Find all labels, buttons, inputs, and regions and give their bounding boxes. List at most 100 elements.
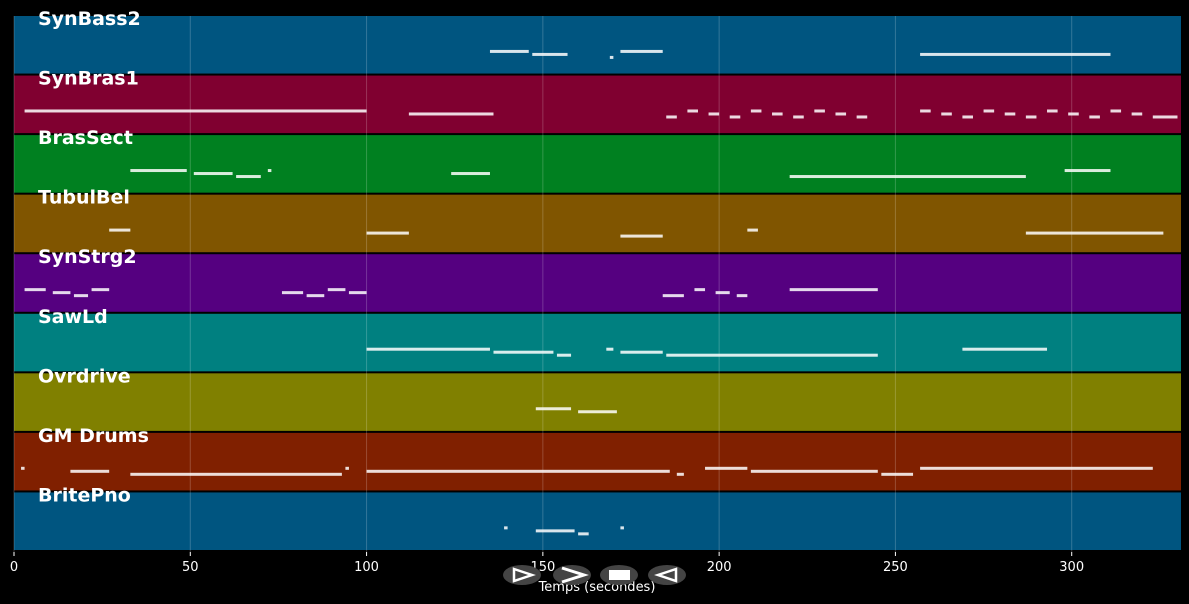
note-segment	[708, 112, 720, 116]
note-segment	[920, 52, 1111, 56]
play-button[interactable]	[503, 565, 541, 585]
note-segment	[750, 109, 762, 113]
note-segment	[962, 115, 973, 119]
note-segment	[609, 55, 614, 59]
track-background	[14, 194, 1181, 253]
note-segment	[920, 466, 1153, 470]
x-tick-label: 0	[10, 560, 18, 575]
note-segment	[694, 288, 706, 292]
x-tick-label: 50	[182, 560, 199, 575]
note-segment	[620, 49, 663, 53]
note-segment	[52, 291, 71, 295]
note-segment	[504, 526, 508, 530]
note-segment	[130, 169, 187, 173]
note-segment	[1004, 112, 1016, 116]
track-label: SynStrg2	[38, 246, 137, 268]
note-segment	[578, 532, 589, 536]
stop-button[interactable]	[600, 565, 638, 585]
track-background	[14, 373, 1181, 431]
track-background	[14, 254, 1181, 312]
track-label: BritePno	[38, 484, 131, 506]
x-tick-label: 250	[883, 560, 908, 575]
note-segment	[620, 350, 663, 354]
note-segment	[1064, 169, 1111, 173]
note-segment	[687, 109, 698, 113]
x-tick-label: 200	[707, 560, 732, 575]
tracks: SynBass2 SynBras1 BrasSect TubulBel SynStrg2…	[13, 8, 1181, 552]
track-label: SawLd	[38, 306, 108, 328]
note-segment	[70, 469, 110, 473]
note-segment	[666, 115, 677, 119]
note-segment	[267, 169, 272, 173]
note-segment	[236, 175, 261, 179]
x-tick-label: 100	[354, 560, 379, 575]
track-background	[14, 16, 1181, 74]
track-background	[14, 432, 1181, 491]
note-segment	[941, 112, 952, 116]
note-segment	[345, 466, 349, 470]
note-segment	[662, 294, 684, 298]
note-segment	[1047, 109, 1058, 113]
track-label: SynBras1	[38, 68, 139, 90]
note-segment	[281, 291, 304, 295]
note-segment	[789, 175, 1026, 179]
note-segment	[556, 353, 572, 357]
note-segment	[856, 115, 868, 119]
note-segment	[73, 294, 89, 298]
note-segment	[1025, 231, 1164, 235]
note-segment	[91, 288, 110, 292]
note-segment	[366, 347, 490, 351]
track-label: SynBass2	[38, 8, 141, 30]
note-segment	[532, 52, 568, 56]
note-segment	[620, 526, 624, 530]
note-segment	[729, 115, 741, 119]
note-segment	[1068, 112, 1079, 116]
note-segment	[408, 112, 494, 116]
track-label: TubulBel	[38, 187, 130, 209]
note-segment	[772, 112, 783, 116]
note-segment	[366, 469, 670, 473]
note-segment	[1089, 115, 1100, 119]
track-background	[14, 313, 1181, 372]
x-axis-label: Temps (secondes)	[538, 580, 656, 595]
note-segment	[306, 294, 325, 298]
track-label: Ovrdrive	[38, 365, 131, 387]
forward-button[interactable]	[553, 565, 591, 585]
note-segment	[1131, 112, 1143, 116]
track-label: BrasSect	[38, 127, 133, 149]
note-segment	[130, 472, 342, 476]
note-segment	[1110, 109, 1122, 113]
note-segment	[881, 472, 914, 476]
note-segment	[962, 347, 1048, 351]
note-segment	[366, 231, 409, 235]
note-segment	[983, 109, 995, 113]
note-segment	[750, 469, 878, 473]
note-segment	[736, 294, 748, 298]
note-segment	[451, 172, 490, 176]
note-segment	[489, 49, 529, 53]
note-segment	[789, 288, 878, 292]
note-segment	[24, 109, 367, 113]
note-segment	[1152, 115, 1178, 119]
note-segment	[109, 228, 131, 232]
x-tick-label: 300	[1059, 560, 1084, 575]
note-segment	[193, 172, 233, 176]
note-segment	[578, 410, 617, 414]
note-segment	[1025, 115, 1037, 119]
note-segment	[620, 234, 663, 238]
note-segment	[705, 466, 748, 470]
x-axis: 0 50 100 150 200 250 300	[10, 552, 1084, 575]
note-segment	[676, 472, 684, 476]
note-segment	[21, 466, 25, 470]
note-segment	[835, 112, 847, 116]
note-segment	[327, 288, 346, 292]
note-segment	[606, 347, 614, 351]
note-segment	[666, 353, 878, 357]
back-button[interactable]	[648, 565, 686, 585]
note-segment	[493, 350, 554, 354]
track-background	[14, 75, 1181, 134]
note-segment	[793, 115, 804, 119]
note-segment	[535, 529, 575, 533]
